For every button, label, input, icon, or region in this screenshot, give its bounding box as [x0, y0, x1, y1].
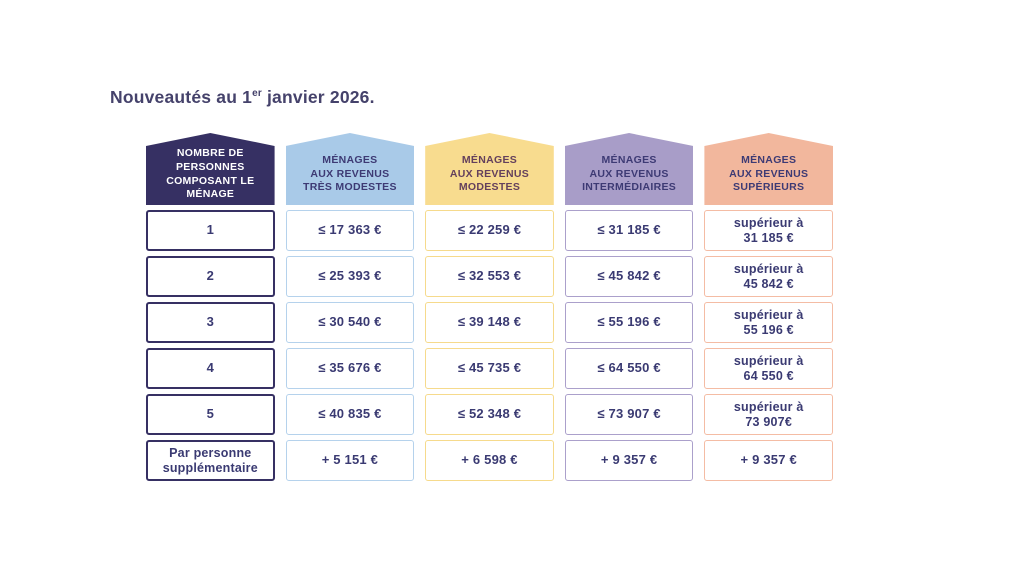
column-header-household-size: NOMBRE DE PERSONNES COMPOSANT LE MÉNAGE [146, 133, 275, 205]
table-cell: ≤ 45 842 € [564, 256, 694, 297]
table-cell: supérieur à 73 907€ [704, 394, 833, 435]
column-header-revenus-tres-modestes: MÉNAGES AUX REVENUS TRÈS MODESTES [285, 133, 415, 205]
page-title-suffix: janvier 2026. [261, 87, 375, 107]
table-cell: ≤ 39 148 € [425, 302, 554, 343]
table-cell-row-label: 5 [146, 394, 275, 435]
income-thresholds-table: NOMBRE DE PERSONNES COMPOSANT LE MÉNAGE … [146, 133, 833, 481]
page-title-superscript: er [252, 88, 262, 100]
table-cell-row-label: 4 [146, 348, 275, 389]
table-cell: ≤ 73 907 € [564, 394, 694, 435]
table-cell: ≤ 55 196 € [564, 302, 694, 343]
table-cell: ≤ 32 553 € [425, 256, 554, 297]
table-cell: ≤ 31 185 € [564, 210, 694, 251]
column-header-revenus-intermediaires: MÉNAGES AUX REVENUS INTERMÉDIAIRES [564, 133, 694, 205]
table-cell: supérieur à 55 196 € [704, 302, 833, 343]
table-cell: ≤ 17 363 € [285, 210, 415, 251]
column-header-revenus-superieurs: MÉNAGES AUX REVENUS SUPÉRIEURS [704, 133, 833, 205]
table-cell: ≤ 40 835 € [285, 394, 415, 435]
table-cell: ≤ 52 348 € [425, 394, 554, 435]
table-cell: + 9 357 € [564, 440, 694, 481]
table-cell: ≤ 25 393 € [285, 256, 415, 297]
table-cell: ≤ 30 540 € [285, 302, 415, 343]
table-cell-row-label: 3 [146, 302, 275, 343]
page-title-prefix: Nouveautés au 1 [110, 87, 253, 107]
table-cell: + 5 151 € [285, 440, 415, 481]
table-cell: ≤ 45 735 € [425, 348, 554, 389]
table-cell: ≤ 22 259 € [425, 210, 554, 251]
table-cell: supérieur à 31 185 € [704, 210, 833, 251]
column-header-revenus-modestes: MÉNAGES AUX REVENUS MODESTES [425, 133, 554, 205]
table-cell: ≤ 64 550 € [564, 348, 694, 389]
table-cell-row-label: Par personne supplémentaire [146, 440, 275, 481]
page-title: Nouveautés au 1er janvier 2026. [110, 87, 375, 108]
table-cell: + 6 598 € [425, 440, 554, 481]
table-cell: ≤ 35 676 € [285, 348, 415, 389]
table-cell-row-label: 2 [146, 256, 275, 297]
table-cell: + 9 357 € [704, 440, 833, 481]
table-cell: supérieur à 45 842 € [704, 256, 833, 297]
table-cell: supérieur à 64 550 € [704, 348, 833, 389]
table-cell-row-label: 1 [146, 210, 275, 251]
